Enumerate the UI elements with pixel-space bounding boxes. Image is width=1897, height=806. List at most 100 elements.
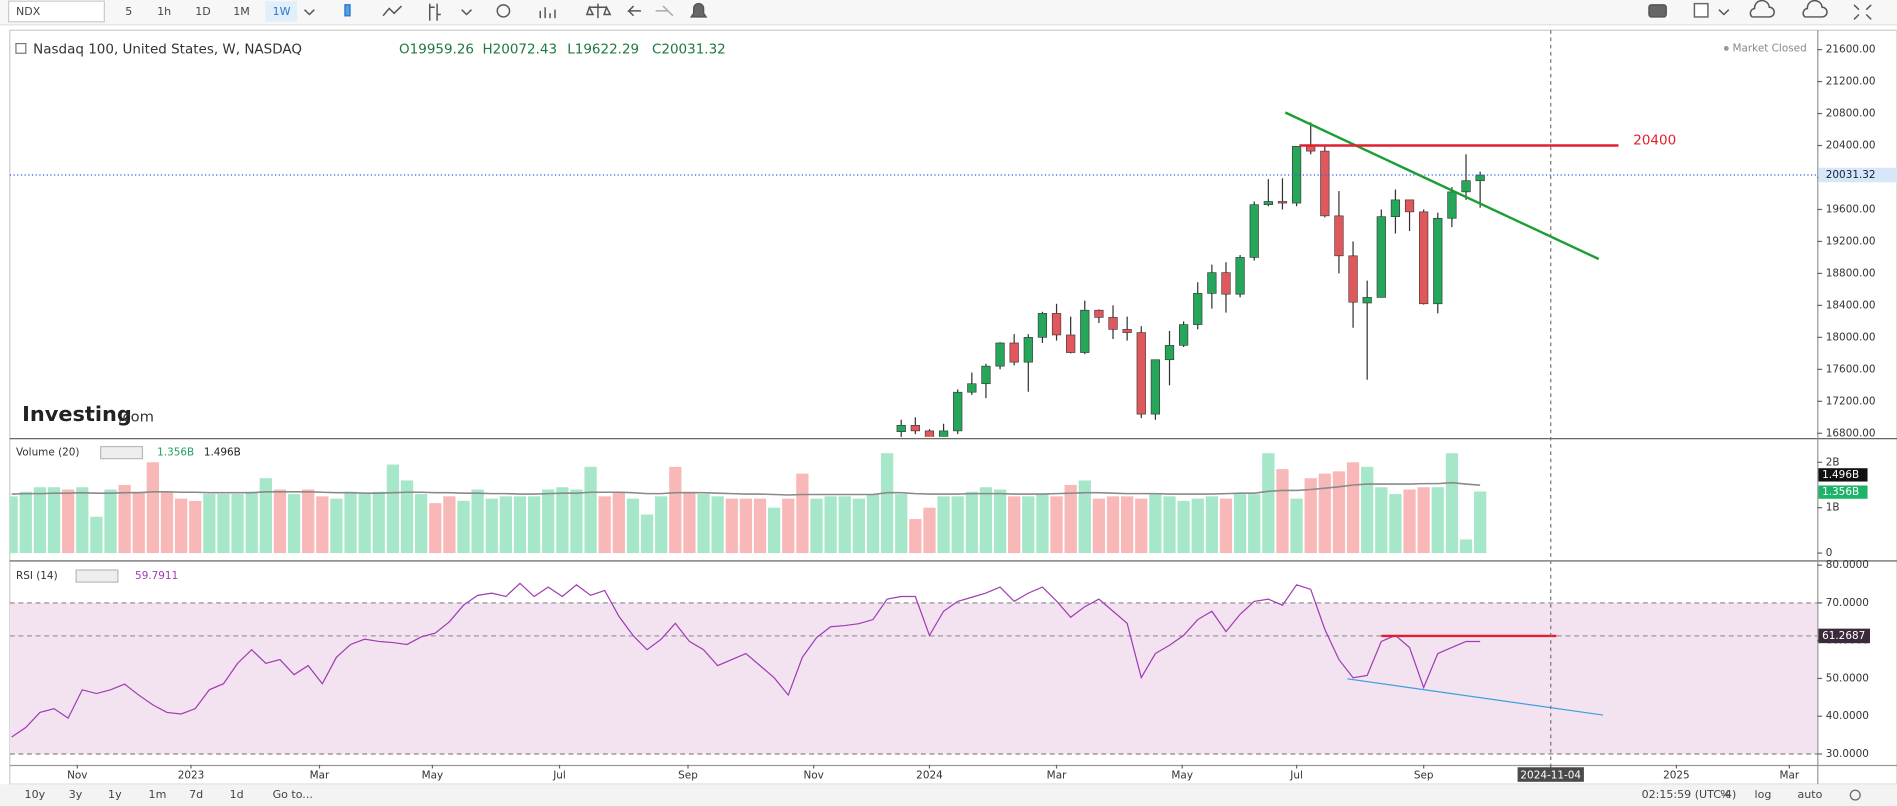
volume-bar [1318, 473, 1331, 554]
volume-bar [287, 494, 301, 554]
study-controls[interactable] [100, 445, 144, 460]
collapse-icon[interactable] [15, 42, 27, 54]
candle-body [1080, 309, 1090, 353]
candle-body [924, 430, 935, 437]
indicators-icon[interactable] [539, 7, 556, 19]
camera-icon[interactable] [1648, 4, 1667, 18]
candle-body [1094, 309, 1104, 318]
volume-bar [1290, 498, 1303, 554]
candle-body [1263, 201, 1273, 205]
rsi-title: RSI (14) [16, 570, 58, 582]
volume-bar [1135, 498, 1148, 554]
log-toggle[interactable]: log [1755, 788, 1772, 801]
volume-bar [1233, 494, 1247, 554]
range-button[interactable]: 1y [108, 788, 122, 801]
y-tick-label: 20400.00 [1826, 140, 1876, 152]
volume-bar [951, 496, 964, 554]
rsi-value: 59.7911 [135, 570, 178, 582]
candles-icon[interactable] [344, 4, 351, 17]
last-price-label: 20031.32 [1826, 169, 1876, 181]
y-tick-label: 18000.00 [1826, 331, 1876, 343]
volume-bar [316, 496, 329, 554]
volume-bar [923, 507, 936, 554]
volume-bar [683, 491, 696, 554]
volume-bar [626, 498, 640, 554]
range-button[interactable]: 1d [230, 788, 244, 801]
volume-title: Volume (20) [16, 447, 80, 459]
volume-bar [457, 500, 470, 554]
settings-icon[interactable] [496, 4, 511, 18]
x-tick-label: May [1171, 770, 1193, 782]
ma-value-label: 1.496B [1822, 469, 1859, 481]
y-tick-label: 21200.00 [1826, 76, 1876, 88]
alert-icon[interactable] [689, 2, 708, 18]
candle-body [1221, 272, 1231, 295]
candle-body [1320, 150, 1330, 217]
dropdown-icon[interactable] [1718, 9, 1730, 16]
volume-bar [90, 516, 103, 554]
load-icon[interactable] [1749, 0, 1775, 18]
study-controls[interactable] [75, 569, 119, 583]
volume-bar [753, 498, 767, 554]
compare-icon[interactable] [585, 3, 612, 19]
volume-bar [570, 489, 583, 554]
save-icon[interactable] [1802, 0, 1828, 18]
x-tick-label: Sep [1414, 770, 1434, 782]
candle-body [1066, 334, 1076, 353]
interval-button[interactable]: 1D [195, 5, 211, 18]
dropdown-icon[interactable] [303, 9, 315, 16]
volume-value-label: 1.356B [1822, 486, 1859, 498]
layout-icon[interactable] [1693, 2, 1709, 18]
volume-ma-line [11, 481, 1481, 496]
settings-icon[interactable] [1849, 789, 1861, 801]
interval-button[interactable]: 1h [157, 5, 171, 18]
candle-body [1390, 199, 1401, 217]
volume-bar [76, 487, 89, 554]
studies-icon[interactable] [429, 3, 441, 21]
line-icon[interactable] [382, 5, 403, 17]
volume-bar [513, 496, 527, 554]
interval-group: 5 1h 1D 1M 1W [125, 1, 298, 22]
dropdown-icon[interactable] [461, 9, 473, 16]
range-button[interactable]: 3y [69, 788, 83, 801]
volume-bar [1276, 469, 1289, 554]
candle-body [896, 424, 906, 432]
volume-bar [1417, 487, 1430, 554]
volume-bar [443, 496, 456, 554]
volume-bar [217, 494, 230, 554]
percent-toggle[interactable]: % [1720, 788, 1731, 801]
volume-bar [160, 491, 174, 554]
goto-button[interactable]: Go to... [273, 788, 313, 801]
y-tick-label: 2B [1826, 456, 1840, 468]
fullscreen-icon[interactable] [1853, 4, 1872, 20]
trendline [1347, 678, 1604, 716]
range-button[interactable]: 10y [25, 788, 46, 801]
auto-toggle[interactable]: auto [1798, 788, 1823, 801]
interval-button[interactable]: 1M [233, 5, 250, 18]
x-tick-label: 2024-11-04 [1520, 770, 1581, 782]
volume-bar [1219, 498, 1233, 554]
interval-button[interactable]: 1W [273, 5, 291, 18]
volume-bar [104, 489, 117, 554]
candle-body [1461, 180, 1471, 193]
volume-bar [1078, 480, 1091, 554]
volume-bar [1050, 496, 1063, 554]
y-tick-label: 1B [1826, 502, 1840, 514]
y-tick-label: 19200.00 [1826, 235, 1876, 247]
candle-body [938, 430, 949, 437]
undo-icon[interactable] [626, 5, 641, 17]
volume-bar [499, 496, 512, 554]
volume-bar [880, 453, 894, 554]
y-tick-label: 16800.00 [1826, 427, 1876, 439]
interval-button[interactable]: 5 [125, 5, 132, 18]
redo-icon[interactable] [655, 5, 674, 17]
volume-bar [415, 494, 428, 554]
range-button[interactable]: 7d [189, 788, 203, 801]
volume-bar [838, 496, 851, 554]
range-button[interactable]: 1m [149, 788, 167, 801]
symbol-input[interactable] [7, 0, 105, 23]
volume-bar [866, 494, 880, 554]
volume-bar [979, 487, 993, 554]
volume-bar [1036, 494, 1049, 554]
